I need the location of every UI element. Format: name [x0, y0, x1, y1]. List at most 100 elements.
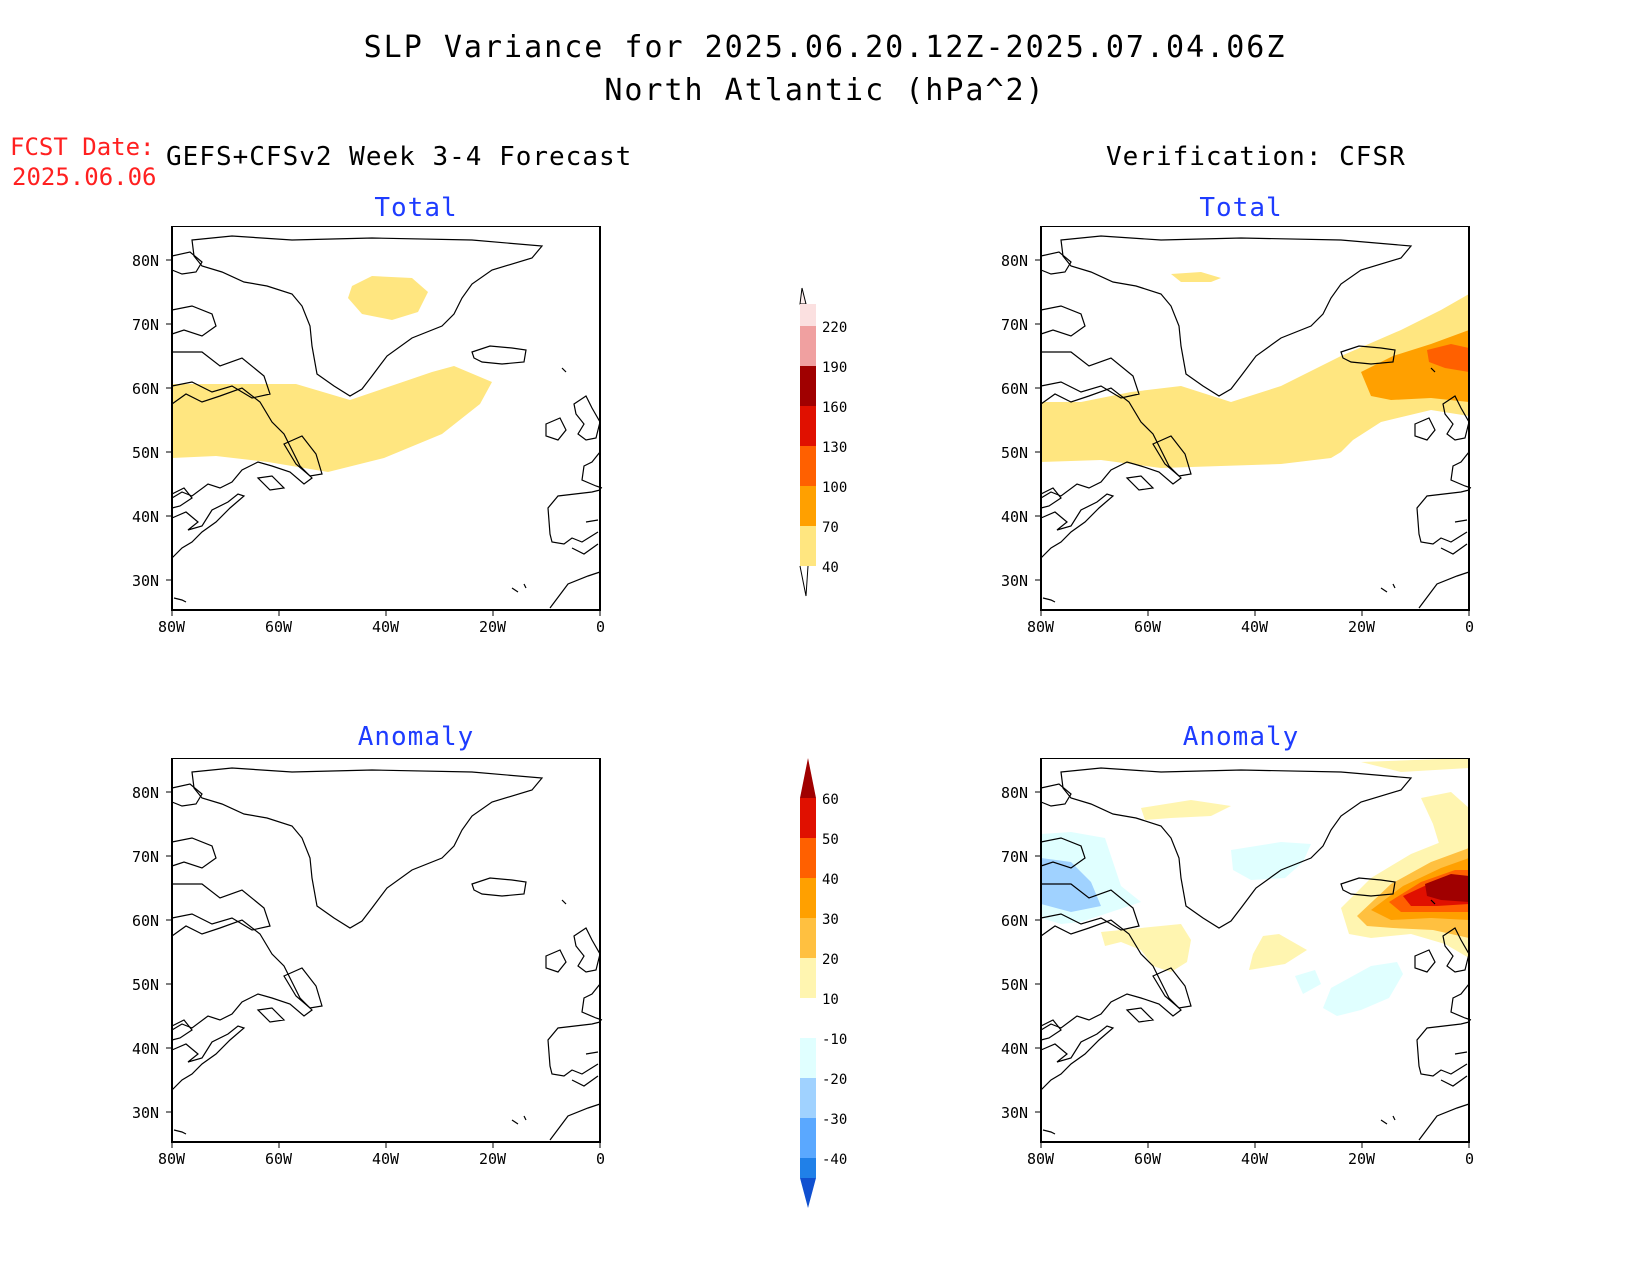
- lon-label: 0: [1465, 1150, 1474, 1168]
- colorbar-level: 70: [822, 520, 839, 536]
- lon-label: 20W: [479, 618, 507, 636]
- forecast-greenland-patch: [348, 276, 428, 320]
- lat-axis: 80N 70N 60N 50N 40N 30N: [1001, 784, 1041, 1122]
- lon-axis: 80W 60W 40W 20W 0: [1027, 610, 1474, 636]
- lon-label: 60W: [1134, 618, 1162, 636]
- map-frame: [171, 758, 601, 1143]
- lat-label: 50N: [1001, 444, 1028, 462]
- lon-label: 20W: [1348, 1150, 1376, 1168]
- lon-axis: 80W 60W 40W 20W 0: [1027, 1142, 1474, 1168]
- lon-label: 60W: [265, 1150, 293, 1168]
- colorbar-swatch: [800, 998, 816, 1038]
- anom-top-yellow: [1361, 758, 1469, 772]
- lat-label: 50N: [132, 976, 159, 994]
- colorbar-level: 190: [822, 360, 847, 376]
- colorbar-anomaly: 60 50 40 30 20 10 -10 -20 -30 -40: [800, 758, 847, 1208]
- lat-label: 60N: [1001, 912, 1028, 930]
- verif-anomaly-title: Anomaly: [1182, 722, 1300, 752]
- colorbar-level: -30: [822, 1112, 847, 1128]
- colorbar-top-arrow: [799, 287, 807, 305]
- lat-label: 40N: [1001, 1040, 1028, 1058]
- anom-lightblue-greenland: [1231, 842, 1311, 880]
- lat-label: 70N: [132, 848, 159, 866]
- lat-label: 30N: [132, 572, 159, 590]
- lat-label: 80N: [1001, 784, 1028, 802]
- lat-label: 30N: [1001, 572, 1028, 590]
- lat-label: 40N: [132, 1040, 159, 1058]
- lon-label: 80W: [158, 618, 186, 636]
- lon-label: 0: [596, 618, 605, 636]
- anom-lightblue-small: [1295, 970, 1321, 994]
- lon-label: 60W: [265, 618, 293, 636]
- colorbar-swatch: [800, 1118, 816, 1158]
- lon-label: 0: [596, 1150, 605, 1168]
- lat-label: 30N: [132, 1104, 159, 1122]
- colorbar-swatch: [800, 446, 816, 486]
- colorbar-swatch: [800, 366, 816, 406]
- colorbar-swatch: [800, 526, 816, 566]
- map-verification-total: 80N 70N 60N 50N 40N 30N 80W 60W 40W 20W …: [1001, 226, 1474, 636]
- colorbar-level: 60: [822, 792, 839, 808]
- colorbar-level: 130: [822, 440, 847, 456]
- lon-label: 0: [1465, 618, 1474, 636]
- forecast-column-title: GEFS+CFSv2 Week 3-4 Forecast: [166, 142, 633, 172]
- map-frame: [1040, 758, 1470, 1143]
- colorbar-level: -40: [822, 1152, 847, 1168]
- anom-blue-baffin: [1041, 858, 1101, 912]
- colorbar-level: 40: [822, 872, 839, 888]
- colorbar-level: 40: [822, 560, 839, 576]
- lat-axis: 80N 70N 60N 50N 40N 30N: [132, 784, 172, 1122]
- lat-label: 40N: [132, 508, 159, 526]
- map-forecast-total: 80N 70N 60N 50N 40N 30N 80W 60W 40W 20W …: [132, 226, 605, 636]
- colorbar-level: 10: [822, 992, 839, 1008]
- verif-variance-band: [1041, 294, 1469, 468]
- anom-yellow-labrador: [1101, 924, 1191, 972]
- lon-axis: 80W 60W 40W 20W 0: [158, 610, 605, 636]
- colorbar-swatch: [800, 1038, 816, 1078]
- fcst-anomaly-title: Anomaly: [357, 722, 475, 752]
- fcst-date-value: 2025.06.06: [12, 163, 157, 191]
- lon-axis: 80W 60W 40W 20W 0: [158, 1142, 605, 1168]
- colorbar-swatch: [800, 798, 816, 838]
- anom-darkred-core: [1425, 874, 1469, 902]
- lon-label: 20W: [1348, 618, 1376, 636]
- lon-label: 80W: [1027, 618, 1055, 636]
- lat-label: 60N: [132, 912, 159, 930]
- lon-label: 40W: [1241, 618, 1269, 636]
- colorbar-bottom-arrow: [800, 1178, 816, 1208]
- colorbar-swatch: [800, 1158, 816, 1178]
- colorbar-level: 100: [822, 480, 847, 496]
- lat-label: 50N: [132, 444, 159, 462]
- lat-label: 80N: [132, 784, 159, 802]
- colorbar-level: 220: [822, 320, 847, 336]
- lat-label: 80N: [132, 252, 159, 270]
- colorbar-swatch: [800, 406, 816, 446]
- lat-label: 30N: [1001, 1104, 1028, 1122]
- colorbar-swatch: [800, 958, 816, 998]
- colorbar-swatch: [800, 838, 816, 878]
- forecast-variance-band: [172, 366, 492, 472]
- lat-label: 70N: [1001, 848, 1028, 866]
- lat-axis: 80N 70N 60N 50N 40N 30N: [132, 252, 172, 590]
- lat-label: 60N: [1001, 380, 1028, 398]
- colorbar-swatch: [800, 486, 816, 526]
- lon-label: 40W: [372, 1150, 400, 1168]
- colorbar-swatch: [800, 1078, 816, 1118]
- main-subtitle: North Atlantic (hPa^2): [604, 73, 1046, 108]
- verif-total-title: Total: [1199, 193, 1283, 223]
- colorbar-level: 50: [822, 832, 839, 848]
- anom-lightblue-south: [1323, 962, 1403, 1016]
- colorbar-level: 30: [822, 912, 839, 928]
- colorbar-swatch: [800, 878, 816, 918]
- lon-label: 80W: [1027, 1150, 1055, 1168]
- lon-label: 60W: [1134, 1150, 1162, 1168]
- lat-axis: 80N 70N 60N 50N 40N 30N: [1001, 252, 1041, 590]
- colorbar-swatch: [800, 326, 816, 366]
- colorbar-level: 160: [822, 400, 847, 416]
- colorbar-level: 20: [822, 952, 839, 968]
- verification-column-title: Verification: CFSR: [1106, 142, 1406, 172]
- lon-label: 80W: [158, 1150, 186, 1168]
- colorbar-level: -10: [822, 1032, 847, 1048]
- lat-label: 60N: [132, 380, 159, 398]
- lon-label: 40W: [1241, 1150, 1269, 1168]
